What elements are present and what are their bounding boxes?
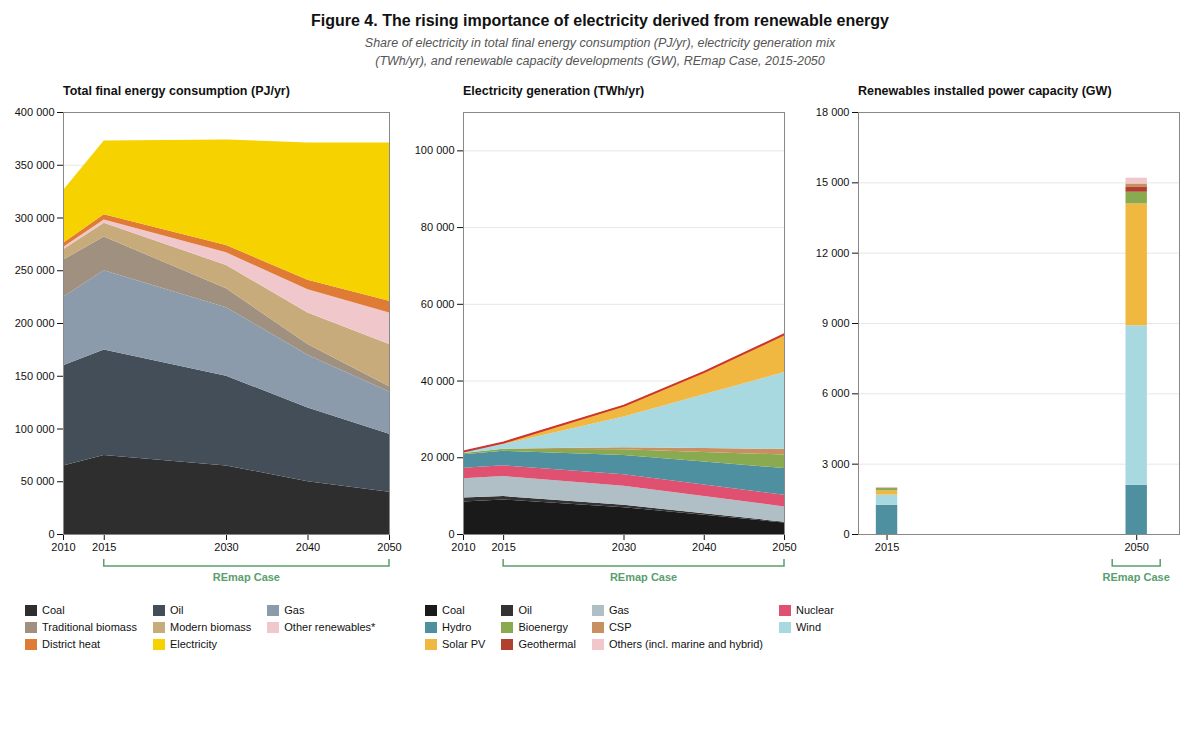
svg-text:2050: 2050 bbox=[1124, 542, 1148, 554]
svg-text:2030: 2030 bbox=[612, 542, 636, 554]
svg-text:2010: 2010 bbox=[51, 542, 75, 554]
svg-text:REmap Case: REmap Case bbox=[610, 571, 677, 583]
html-text:Others (incl. marine and hybri: Others (incl. marine and hybrid) bbox=[608, 638, 763, 651]
html-text:Coal: Coal bbox=[42, 604, 65, 617]
html-text:Gas: Gas bbox=[608, 604, 630, 617]
svg-text:2010: 2010 bbox=[451, 542, 475, 554]
html-text:Modern biomass: Modern biomass bbox=[170, 621, 252, 634]
html-text:Nuclear: Nuclear bbox=[796, 604, 834, 617]
svg-text:REmap Case: REmap Case bbox=[213, 571, 280, 583]
html-text:Hydro: Hydro bbox=[442, 621, 472, 634]
svg-text:12 000: 12 000 bbox=[816, 247, 850, 259]
html-text:Electricity generation (TWh/yr: Electricity generation (TWh/yr) bbox=[463, 84, 645, 99]
svg-text:400 000: 400 000 bbox=[15, 106, 55, 118]
svg-text:250 000: 250 000 bbox=[15, 265, 55, 277]
svg-text:2050: 2050 bbox=[377, 542, 401, 554]
svg-text:2040: 2040 bbox=[296, 542, 320, 554]
html-text:Share of electricity in total: Share of electricity in total final ener… bbox=[364, 36, 836, 69]
html-text:CSP: CSP bbox=[608, 621, 632, 634]
svg-text:9 000: 9 000 bbox=[822, 317, 850, 329]
html-text:District heat: District heat bbox=[42, 638, 101, 651]
html-text:Electricity: Electricity bbox=[170, 638, 217, 651]
svg-text:100 000: 100 000 bbox=[415, 145, 455, 157]
svg-text:15 000: 15 000 bbox=[816, 177, 850, 189]
html-text:Oil: Oil bbox=[170, 604, 184, 617]
html-text:Traditional biomass: Traditional biomass bbox=[42, 621, 137, 634]
svg-text:0: 0 bbox=[843, 528, 849, 540]
svg-text:2050: 2050 bbox=[772, 542, 796, 554]
svg-text:2015: 2015 bbox=[875, 542, 899, 554]
svg-text:40 000: 40 000 bbox=[421, 375, 455, 387]
svg-text:100 000: 100 000 bbox=[15, 423, 55, 435]
html-text:Oil: Oil bbox=[518, 604, 532, 617]
html-text:Figure 4. The rising importanc: Figure 4. The rising importance of elect… bbox=[311, 12, 889, 29]
html-text:Solar PV: Solar PV bbox=[442, 638, 486, 651]
html-text:Total final energy consumption: Total final energy consumption (PJ/yr) bbox=[63, 84, 290, 99]
svg-text:2015: 2015 bbox=[92, 542, 116, 554]
html-text:Renewables installed power cap: Renewables installed power capacity (GW) bbox=[858, 84, 1112, 99]
svg-text:20 000: 20 000 bbox=[421, 452, 455, 464]
svg-text:60 000: 60 000 bbox=[421, 298, 455, 310]
svg-text:200 000: 200 000 bbox=[15, 317, 55, 329]
svg-text:18 000: 18 000 bbox=[816, 106, 850, 118]
html-text:Bioenergy: Bioenergy bbox=[518, 621, 568, 634]
html-text:Other renewables*: Other renewables* bbox=[284, 621, 376, 634]
svg-text:2015: 2015 bbox=[491, 542, 515, 554]
svg-text:350 000: 350 000 bbox=[15, 159, 55, 171]
svg-text:300 000: 300 000 bbox=[15, 212, 55, 224]
svg-text:3 000: 3 000 bbox=[822, 458, 850, 470]
svg-text:6 000: 6 000 bbox=[822, 388, 850, 400]
html-text:Gas: Gas bbox=[284, 604, 305, 617]
svg-text:0: 0 bbox=[448, 528, 454, 540]
html-text:Geothermal: Geothermal bbox=[518, 638, 576, 651]
html-text:Coal: Coal bbox=[442, 604, 465, 617]
svg-text:80 000: 80 000 bbox=[421, 221, 455, 233]
svg-text:150 000: 150 000 bbox=[15, 370, 55, 382]
svg-text:2030: 2030 bbox=[214, 542, 238, 554]
svg-text:REmap Case: REmap Case bbox=[1103, 571, 1170, 583]
svg-text:2040: 2040 bbox=[692, 542, 716, 554]
html-text:Wind: Wind bbox=[796, 621, 821, 634]
svg-text:0: 0 bbox=[48, 528, 54, 540]
svg-text:50 000: 50 000 bbox=[21, 476, 55, 488]
